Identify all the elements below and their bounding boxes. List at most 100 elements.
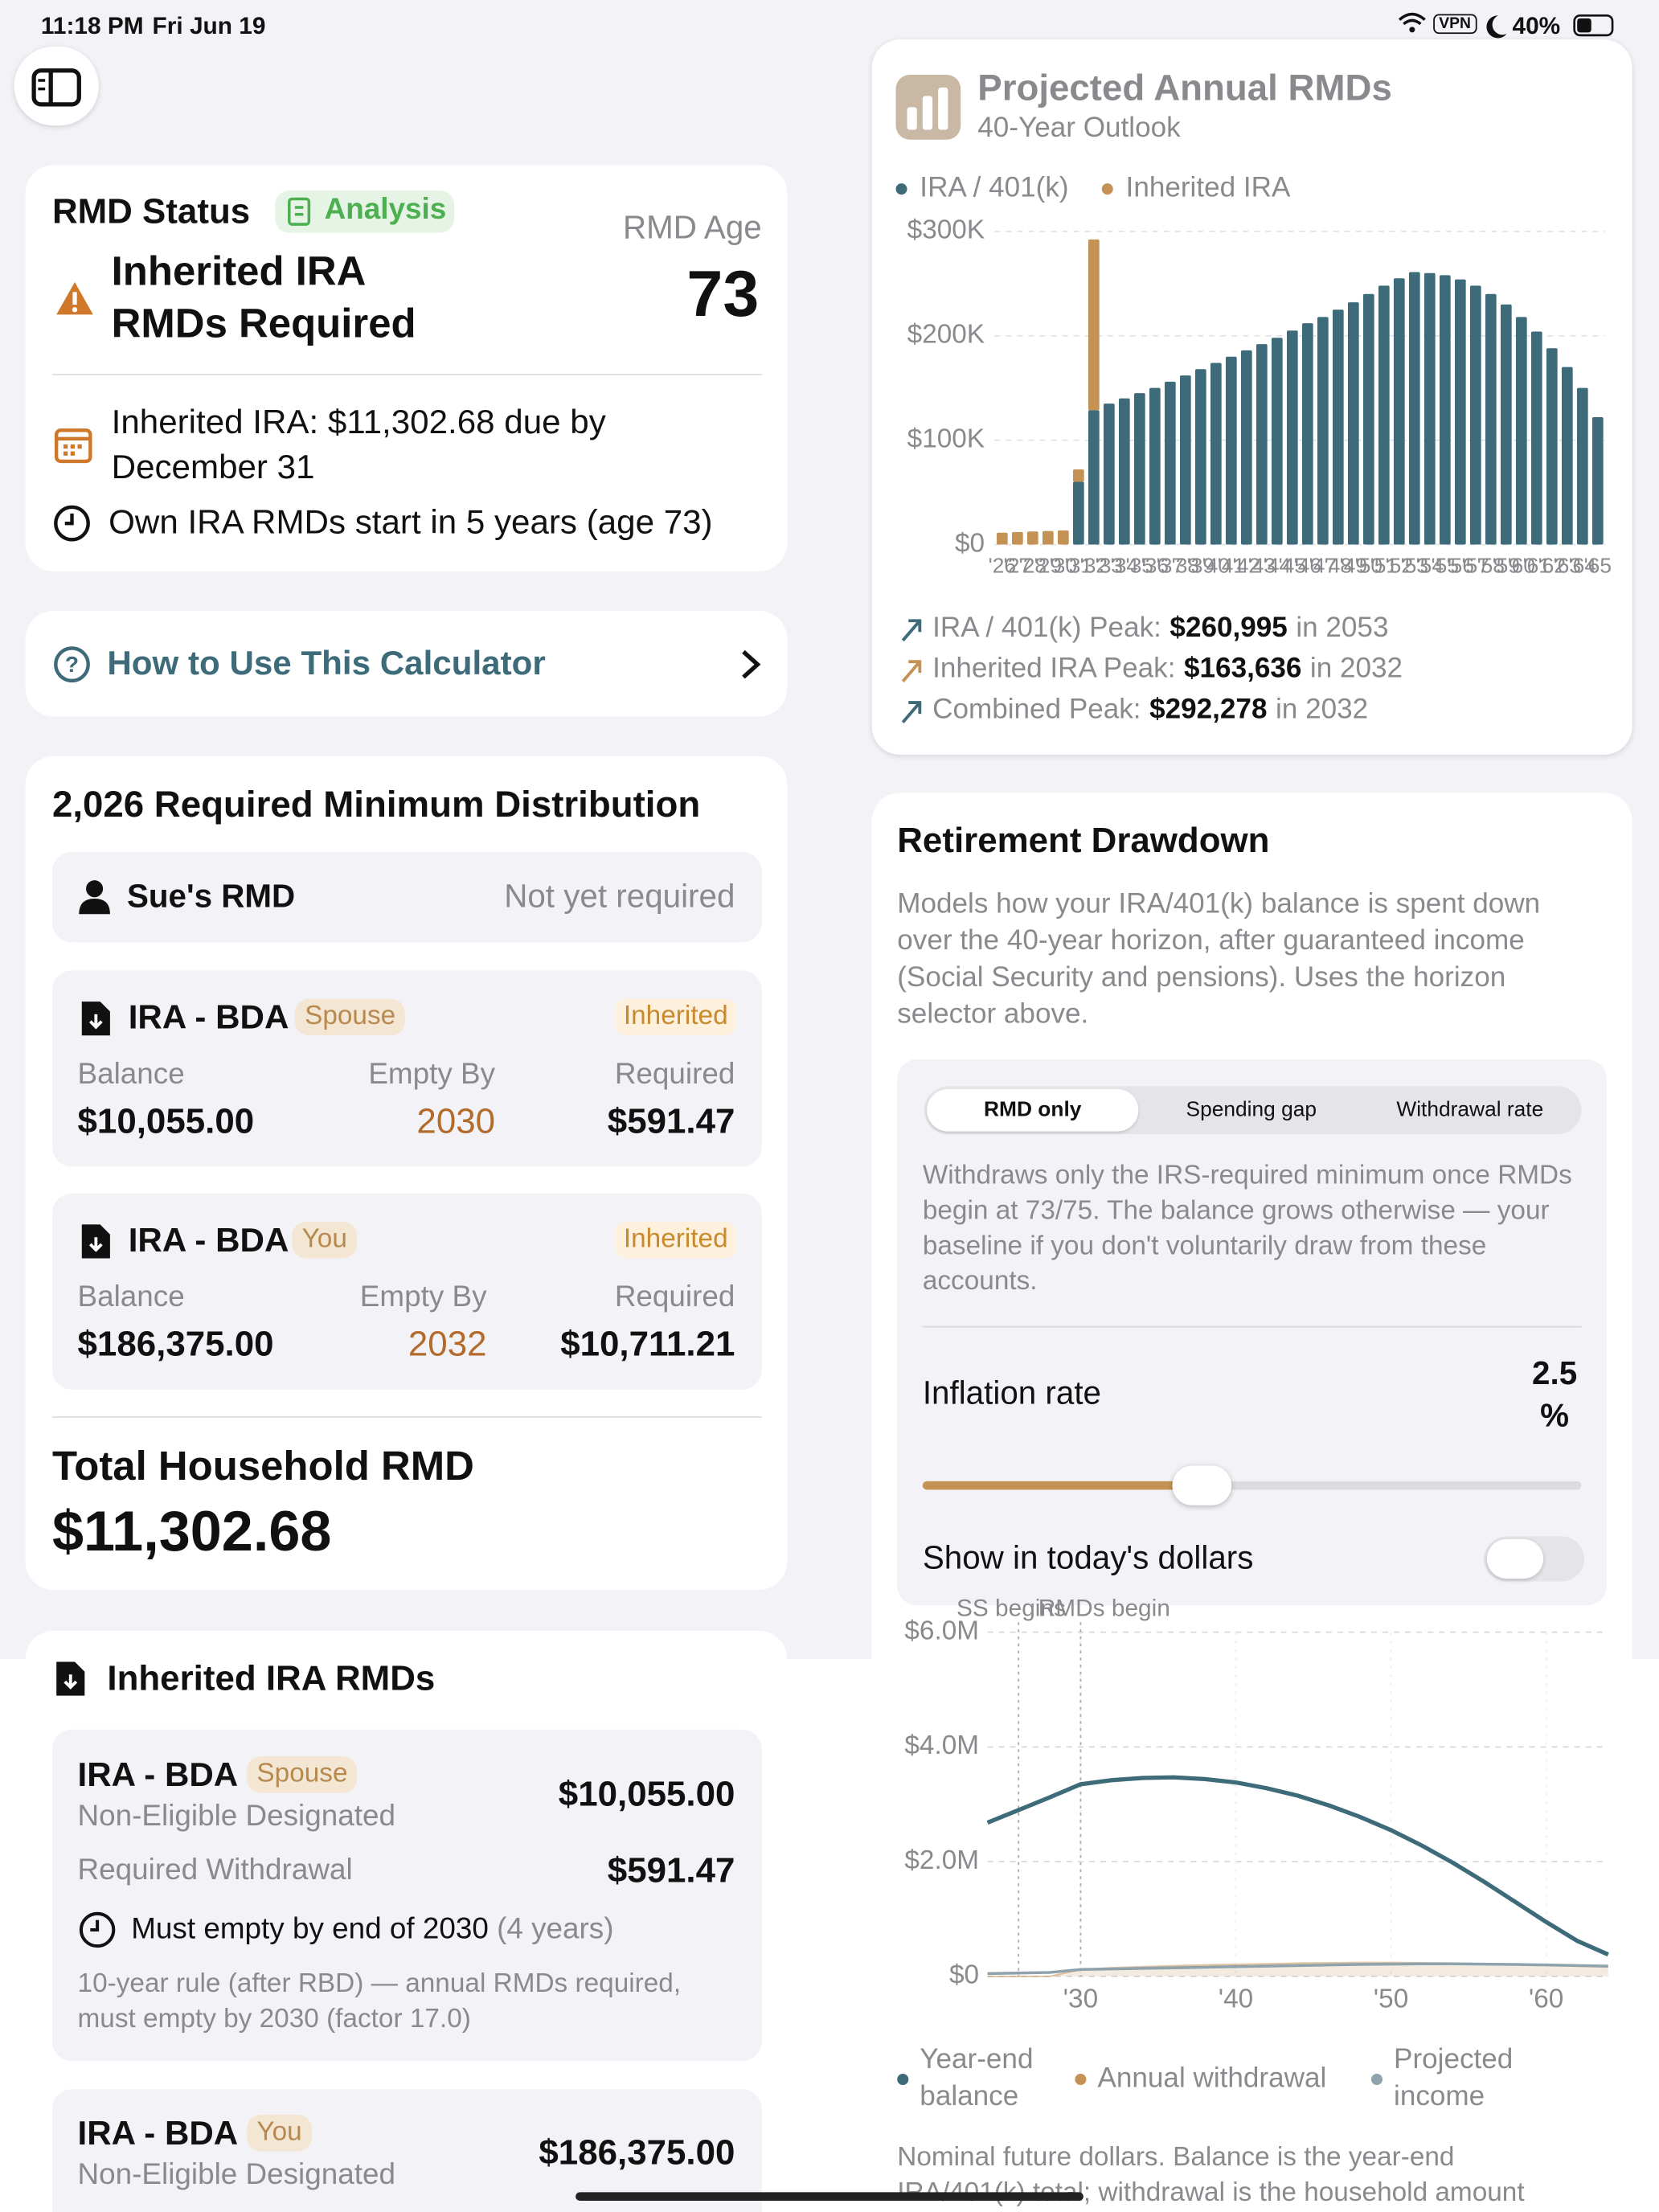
bar (1073, 481, 1084, 545)
bar (1256, 344, 1268, 545)
bar (1194, 369, 1206, 545)
slider-track[interactable] (922, 1481, 1582, 1490)
divider (922, 1325, 1582, 1328)
x-tick-label: '26 (989, 554, 1016, 578)
y-tick-label: $0 (949, 1960, 979, 1990)
bar (1210, 363, 1222, 545)
annotation-label: SS begins (956, 1595, 1066, 1621)
bar (1546, 348, 1558, 545)
owner-badge: You (247, 2114, 312, 2152)
toggle-knob (1486, 1538, 1544, 1579)
required-label: Required (614, 1280, 735, 1313)
chart-title: Projected Annual RMDs (977, 66, 1392, 109)
deadline-note: (4 years) (497, 1912, 614, 1946)
x-tick-label: '53 (1401, 554, 1428, 578)
deadline-text: Must empty by end of 2030 (131, 1912, 489, 1946)
segment-option: Withdrawal rate (1396, 1097, 1544, 1122)
x-tick-label: '58 (1477, 554, 1505, 578)
x-tick-label: '56 (1447, 554, 1474, 578)
analysis-icon (288, 197, 311, 226)
peak-year: in 2053 (1296, 612, 1388, 643)
battery-icon (1573, 14, 1614, 37)
how-to-button[interactable] (25, 610, 788, 717)
segment-selected (927, 1088, 1139, 1132)
empty-by-value: 2032 (408, 1325, 487, 1365)
rmd-age-label: RMD Age (622, 208, 762, 246)
sidebar-button[interactable] (14, 46, 99, 126)
battery-fill (1577, 18, 1591, 33)
y-tick-label: $6.0M (904, 1616, 979, 1645)
x-tick-label: '63 (1554, 554, 1581, 578)
x-tick-label: '32 (1080, 554, 1108, 578)
x-tick-label: '31 (1065, 554, 1092, 578)
x-tick-label: '59 (1493, 554, 1520, 578)
y-tick-label: $2.0M (904, 1845, 979, 1875)
legend-label: Projected income (1394, 2043, 1513, 2112)
legend-marker (897, 2074, 909, 2086)
y-tick-label: $4.0M (904, 1731, 979, 1760)
owner-badge: Spouse (294, 998, 406, 1036)
card-title: Retirement Drawdown (897, 821, 1270, 861)
chart-note: Nominal future dollars. Balance is the y… (897, 2143, 1525, 2208)
inherited-account (51, 1729, 762, 2062)
account-name: IRA - BDA (128, 1221, 289, 1260)
x-tick-label: '46 (1294, 554, 1321, 578)
clock-icon (79, 1911, 116, 1948)
drawdown-description: Models how your IRA/401(k) balance is sp… (897, 888, 1541, 1030)
x-tick-label: '40 (1202, 554, 1230, 578)
bar (1530, 331, 1542, 545)
x-tick-label: '40 (1219, 1985, 1253, 2014)
card-title: RMD Status (51, 191, 251, 231)
required-value: $591.47 (607, 1850, 735, 1890)
bar (1378, 285, 1390, 545)
how-to-label: How to Use This Calculator (107, 645, 546, 683)
legend-label: IRA / 401(k) (920, 171, 1068, 203)
slider-thumb[interactable] (1172, 1465, 1232, 1505)
bar (1393, 278, 1405, 545)
legend-label-line: balance (920, 2080, 1018, 2112)
y-tick-label: $100K (907, 424, 985, 453)
empty-by-value: 2030 (416, 1101, 496, 1141)
x-tick-label: '49 (1340, 554, 1367, 578)
x-tick-label: '65 (1584, 554, 1612, 578)
annotation-label: RMDs begin (1038, 1595, 1170, 1621)
x-tick-label: '34 (1111, 554, 1138, 578)
bar (1225, 356, 1237, 545)
wifi-dot (1409, 27, 1415, 33)
total-label: Total Household RMD (51, 1444, 474, 1490)
status-time: 11:18 PM (40, 12, 144, 40)
rmd-age-value: 73 (686, 256, 760, 330)
status-date: Fri Jun 19 (152, 12, 266, 40)
balance-value: $10,055.00 (77, 1101, 255, 1141)
empty-by-label: Empty By (359, 1280, 487, 1313)
divider (51, 1416, 762, 1418)
line (987, 1962, 1608, 1976)
calendar-icon (55, 428, 92, 464)
person-status: Not yet required (504, 877, 735, 915)
bar (1088, 239, 1100, 411)
x-tick-label: '44 (1264, 554, 1291, 578)
bar (1118, 398, 1130, 545)
x-tick-label: '45 (1279, 554, 1306, 578)
person-name: Sue's RMD (126, 877, 296, 915)
legend-label: Inherited IRA (1126, 171, 1291, 203)
chart-icon (895, 75, 961, 140)
legend-marker (895, 183, 907, 195)
legend-label-line: Projected (1394, 2043, 1513, 2075)
legend-label-line: income (1394, 2080, 1485, 2112)
sidebar-icon (31, 68, 81, 107)
x-tick-label: '39 (1187, 554, 1215, 578)
bar (1454, 279, 1466, 545)
person-row (51, 852, 762, 943)
account-balance: $186,375.00 (539, 2132, 735, 2173)
peak-label: Inherited IRA Peak: (932, 653, 1175, 684)
peak-label: Combined Peak: (932, 694, 1141, 725)
x-tick-label: '27 (1004, 554, 1031, 578)
y-tick-label: $300K (907, 215, 985, 245)
account-type: Non-Eligible Designated (77, 1800, 395, 1833)
balance-label: Balance (77, 1058, 185, 1091)
toggle-switch[interactable] (1484, 1536, 1584, 1582)
bar (1332, 309, 1344, 545)
x-tick-label: '52 (1386, 554, 1413, 578)
